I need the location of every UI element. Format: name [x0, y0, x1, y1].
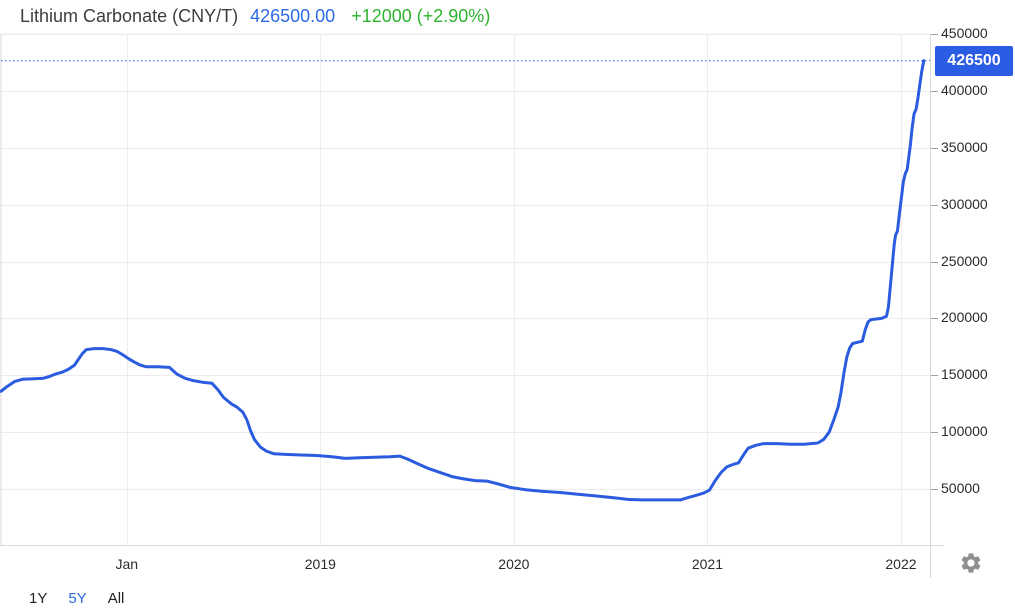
x-axis-label: Jan — [115, 556, 139, 572]
range-button-1y[interactable]: 1Y — [29, 590, 48, 607]
x-axis-label: 2020 — [498, 556, 530, 572]
y-axis-label: 200000 — [941, 309, 988, 326]
y-axis-label: 50000 — [941, 480, 980, 497]
x-axis-label: 2022 — [885, 556, 917, 572]
y-axis-label: 100000 — [941, 423, 988, 440]
y-axis-label: 450000 — [941, 25, 988, 41]
x-axis-label: 2021 — [691, 556, 723, 572]
settings-gear-icon[interactable] — [959, 551, 983, 575]
current-price-badge: 426500 — [935, 46, 1013, 76]
y-axis-label: 150000 — [941, 366, 988, 383]
price-line-series — [0, 59, 926, 502]
y-axis-label: 400000 — [941, 81, 988, 98]
y-axis-label: 250000 — [941, 252, 988, 269]
x-axis-label: 2019 — [304, 556, 336, 572]
range-selector: 1Y 5Y All — [29, 590, 124, 607]
y-axis-label: 350000 — [941, 138, 988, 155]
last-price-value: 426500.00 — [250, 6, 336, 26]
price-change-value: +12000 (+2.90%) — [351, 6, 491, 26]
chart-header: Lithium Carbonate (CNY/T) 426500.00 +120… — [20, 6, 490, 27]
range-button-5y[interactable]: 5Y — [68, 590, 87, 607]
instrument-title: Lithium Carbonate (CNY/T) — [20, 6, 239, 26]
range-button-all[interactable]: All — [107, 590, 125, 607]
y-axis-label: 300000 — [941, 195, 988, 212]
